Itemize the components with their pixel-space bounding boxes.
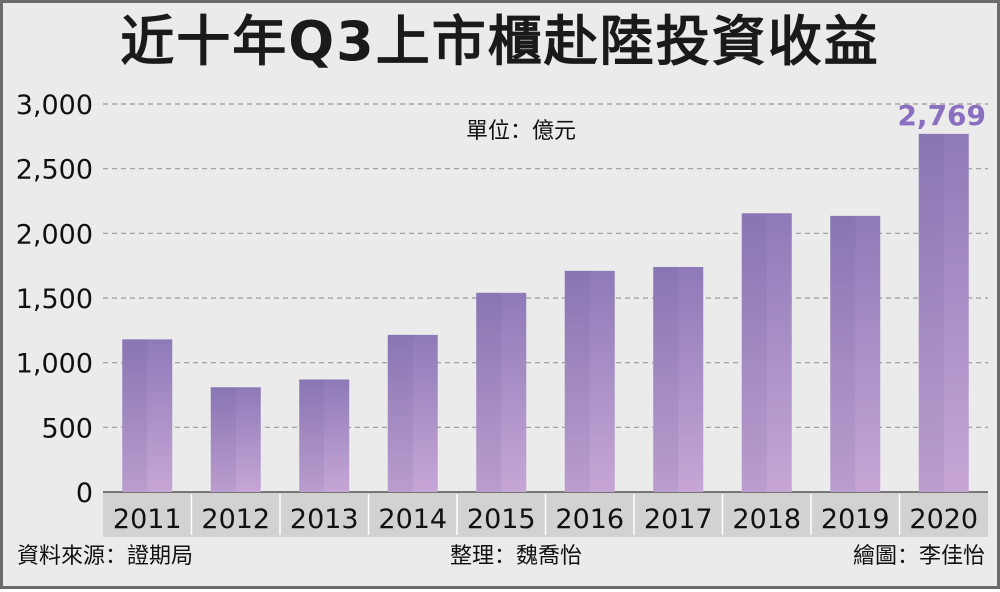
x-tick-label: 2012 bbox=[201, 504, 270, 535]
bar bbox=[653, 266, 704, 492]
y-tick-label: 0 bbox=[76, 478, 93, 509]
data-label: 2,769 bbox=[897, 99, 986, 132]
y-tick-label: 3,000 bbox=[16, 90, 93, 121]
y-tick-label: 1,000 bbox=[16, 349, 93, 380]
bar bbox=[830, 215, 881, 492]
x-tick-label: 2014 bbox=[378, 504, 447, 535]
x-tick-label: 2016 bbox=[555, 504, 624, 535]
x-tick-label: 2017 bbox=[644, 504, 713, 535]
x-tick-label: 2011 bbox=[113, 504, 182, 535]
y-tick-label: 500 bbox=[41, 413, 93, 444]
illustrator-credit: 繪圖：李佳怡 bbox=[852, 544, 985, 569]
x-tick-label: 2018 bbox=[732, 504, 801, 535]
bar-chart: 0 500 1,000 1,500 2,000 2,500 3,000 2011 2012 201… bbox=[16, 90, 988, 537]
bar bbox=[564, 270, 615, 492]
x-tick-label: 2019 bbox=[821, 504, 890, 535]
chart-title: 近十年Q3上市櫃赴陸投資收益 bbox=[120, 10, 880, 73]
bar bbox=[387, 334, 438, 492]
bar bbox=[299, 379, 350, 492]
bar bbox=[476, 292, 527, 492]
bar bbox=[741, 213, 792, 492]
x-tick-label: 2020 bbox=[909, 504, 978, 535]
bar bbox=[918, 133, 969, 492]
bar bbox=[122, 339, 173, 492]
unit-label: 單位：億元 bbox=[466, 119, 577, 144]
y-tick-label: 1,500 bbox=[16, 284, 93, 315]
bar bbox=[210, 387, 261, 492]
y-tick-label: 2,500 bbox=[16, 155, 93, 186]
source-credit: 資料來源：證期局 bbox=[17, 544, 194, 569]
x-tick-label: 2015 bbox=[467, 504, 536, 535]
y-tick-label: 2,000 bbox=[16, 219, 93, 250]
compiler-credit: 整理：魏喬怡 bbox=[450, 544, 583, 569]
x-tick-label: 2013 bbox=[290, 504, 359, 535]
